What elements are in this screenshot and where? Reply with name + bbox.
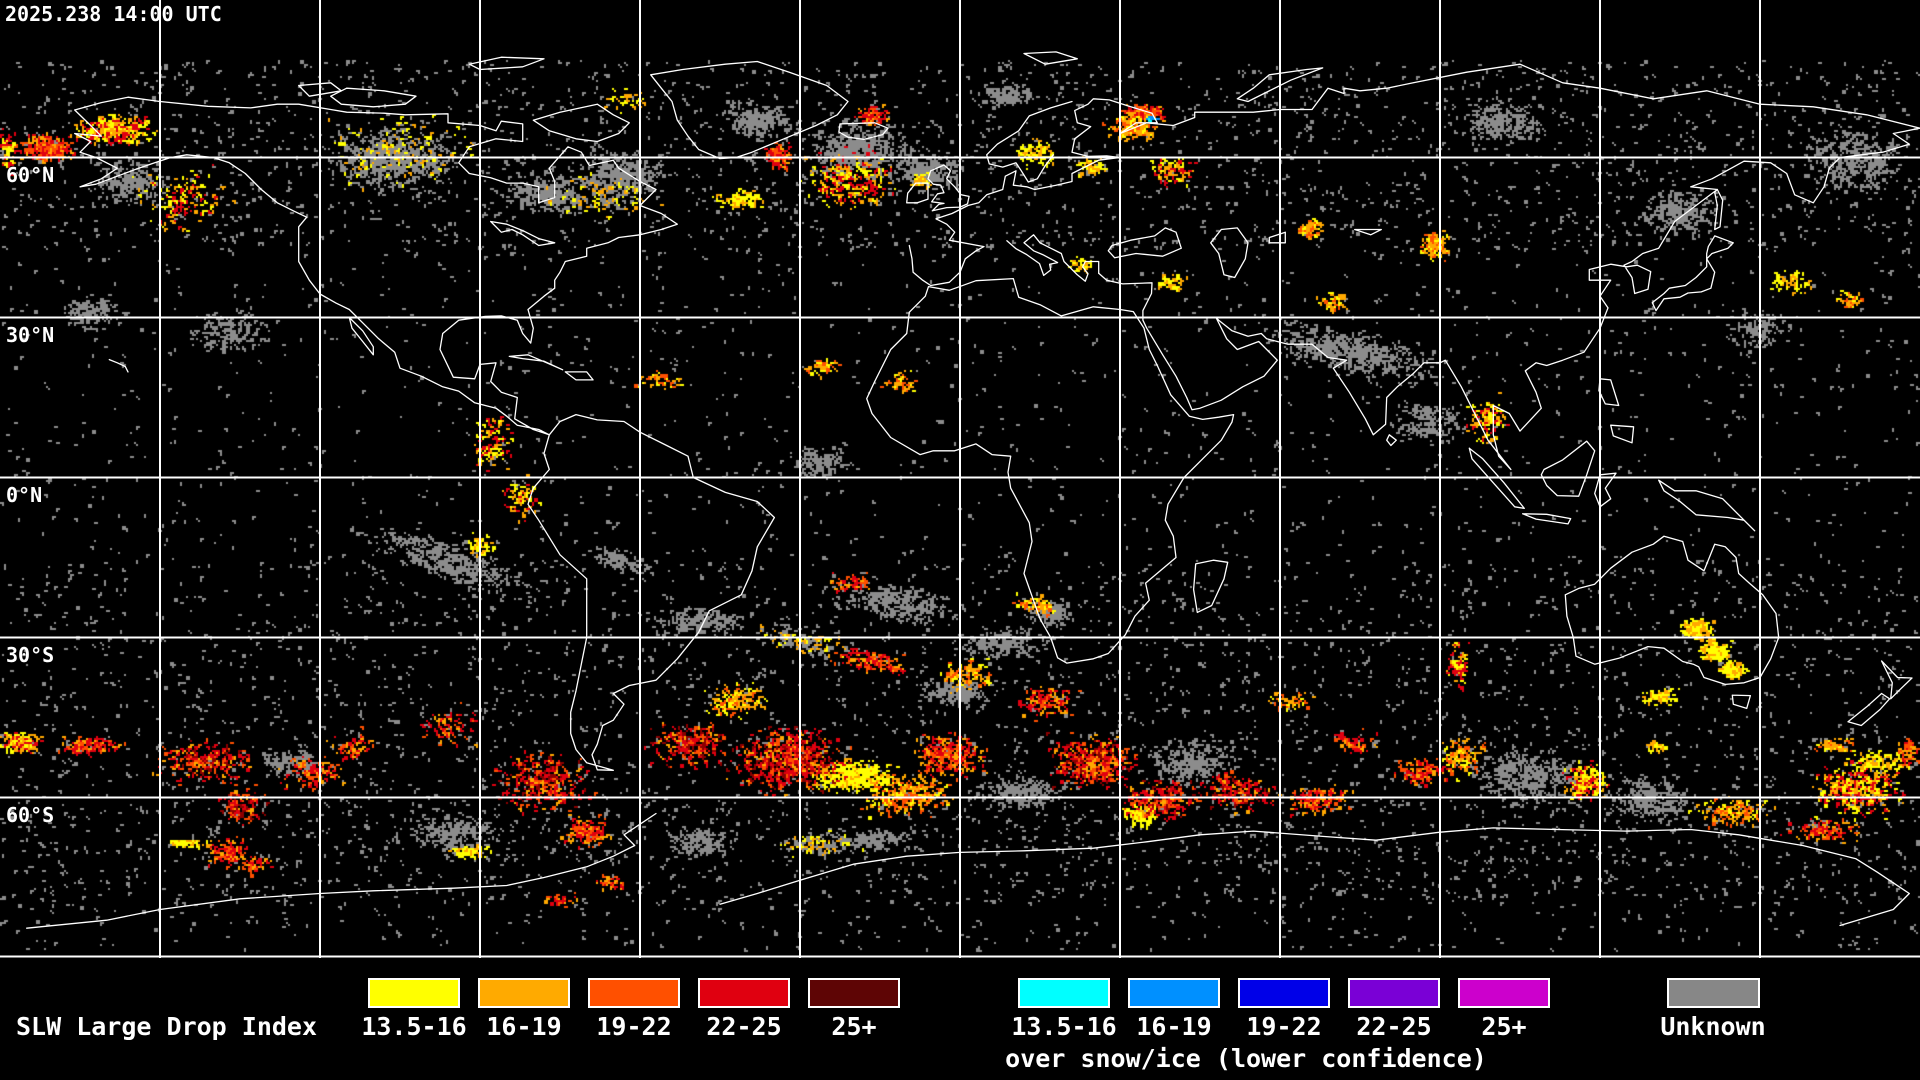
lat-label-30s: 30°S <box>6 643 55 667</box>
legend-range-liquid-2: 16-19 <box>486 1012 562 1041</box>
snow-caption: over snow/ice (lower confidence) <box>1005 1044 1487 1073</box>
legend-swatch-snow-4 <box>1348 978 1440 1008</box>
lat-label-60n: 60°N <box>6 163 55 187</box>
legend-swatch-snow-1 <box>1018 978 1110 1008</box>
legend-range-snow-4: 22-25 <box>1356 1012 1432 1041</box>
legend-range-snow-5: 25+ <box>1481 1012 1527 1041</box>
legend-range-liquid-5: 25+ <box>831 1012 877 1041</box>
coastline-layer <box>26 51 1920 929</box>
legend-range-liquid-4: 22-25 <box>706 1012 782 1041</box>
lat-label-60s: 60°S <box>6 803 55 827</box>
legend-range-snow-2: 16-19 <box>1136 1012 1212 1041</box>
legend-range-snow-1: 13.5-16 <box>1011 1012 1117 1041</box>
legend-range-snow-3: 19-22 <box>1246 1012 1322 1041</box>
legend-swatch-snow-3 <box>1238 978 1330 1008</box>
legend-swatch-liquid-3 <box>588 978 680 1008</box>
legend-swatch-liquid-1 <box>368 978 460 1008</box>
legend-swatch-liquid-2 <box>478 978 570 1008</box>
legend-swatch-snow-2 <box>1128 978 1220 1008</box>
latlon-grid <box>0 0 1920 958</box>
legend-swatch-snow-5 <box>1458 978 1550 1008</box>
lat-label-0n: 0°N <box>6 483 43 507</box>
timestamp-label: 2025.238 14:00 UTC <box>5 2 222 26</box>
legend-range-liquid-3: 19-22 <box>596 1012 672 1041</box>
legend-label-unknown: Unknown <box>1660 1012 1766 1041</box>
legend-range-liquid-1: 13.5-16 <box>361 1012 467 1041</box>
legend-swatch-liquid-5 <box>808 978 900 1008</box>
legend-title: SLW Large Drop Index <box>16 1012 318 1041</box>
world-map: 2025.238 14:00 UTC 60°N 30°N 0°N 30°S 60… <box>0 0 1920 958</box>
legend-swatch-unknown <box>1667 978 1760 1008</box>
lat-label-30n: 30°N <box>6 323 55 347</box>
legend-swatch-liquid-4 <box>698 978 790 1008</box>
